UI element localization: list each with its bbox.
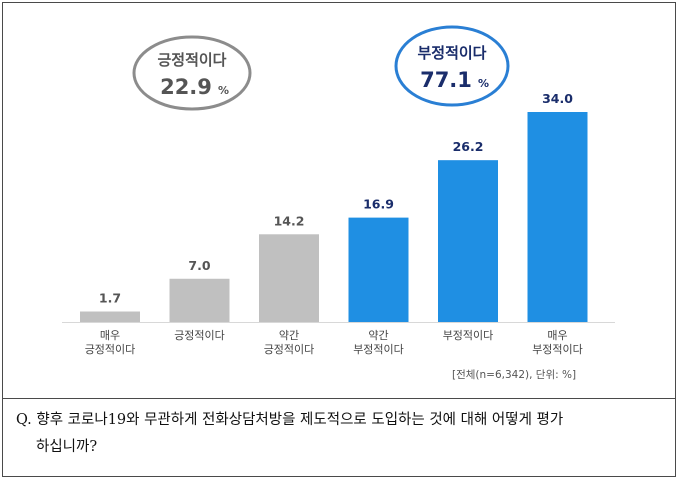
category-label-6: 매우 부정적이다 bbox=[532, 329, 583, 356]
category-label-4: 약간 부정적이다 bbox=[353, 328, 404, 356]
summary-oval-1 bbox=[132, 35, 252, 111]
summary-label-1: 긍정적이다 bbox=[157, 51, 226, 69]
value-label-1: 1.7 bbox=[99, 291, 121, 306]
bar-2 bbox=[169, 278, 230, 322]
sample-note: [전체(n=6,342), 단위: %] bbox=[452, 369, 577, 381]
category-label-line: 긍정적이다 bbox=[264, 343, 315, 356]
value-label-4: 16.9 bbox=[363, 197, 394, 212]
question-line-2: 하십니까? bbox=[36, 439, 98, 455]
category-label-line: 부정적이다 bbox=[443, 329, 494, 342]
value-label-5: 26.2 bbox=[453, 139, 484, 154]
bar-5 bbox=[438, 160, 498, 322]
summary-value-2: 77.1 bbox=[420, 68, 472, 92]
summary-value-1: 22.9 bbox=[160, 75, 212, 99]
summary-unit-2: % bbox=[478, 77, 489, 90]
category-label-line: 긍정적이다 bbox=[85, 343, 136, 356]
survey-question: Q. 향후 코로나19와 무관하게 전화상담처방을 제도적으로 도입하는 것에 … bbox=[16, 407, 671, 461]
category-label-line: 부정적이다 bbox=[353, 343, 404, 356]
category-label-3: 약간 긍정적이다 bbox=[264, 328, 315, 356]
value-label-6: 34.0 bbox=[542, 91, 573, 106]
category-label-line: 약간 bbox=[279, 328, 299, 342]
bar-1 bbox=[80, 311, 140, 322]
bar-4 bbox=[348, 217, 409, 322]
category-label-line: 긍정적이다 bbox=[174, 329, 225, 342]
figure-frame bbox=[2, 2, 676, 477]
bar-3 bbox=[259, 234, 319, 322]
summary-label-2: 부정적이다 bbox=[417, 44, 486, 62]
category-label-line: 매우 bbox=[100, 329, 120, 342]
category-label-line: 부정적이다 bbox=[532, 343, 583, 356]
value-label-3: 14.2 bbox=[274, 213, 305, 228]
divider bbox=[2, 398, 676, 399]
bar-6 bbox=[527, 112, 588, 322]
category-label-1: 매우 긍정적이다 bbox=[85, 329, 136, 356]
question-line-1: Q. 향후 코로나19와 무관하게 전화상담처방을 제도적으로 도입하는 것에 … bbox=[16, 412, 564, 428]
category-label-line: 약간 bbox=[368, 328, 388, 342]
category-label-line: 매우 bbox=[547, 329, 567, 342]
category-label-5: 부정적이다 bbox=[443, 329, 494, 342]
value-label-2: 7.0 bbox=[188, 258, 210, 273]
summary-oval-2 bbox=[394, 25, 510, 107]
summary-unit-1: % bbox=[218, 84, 229, 97]
category-label-2: 긍정적이다 bbox=[174, 329, 225, 342]
